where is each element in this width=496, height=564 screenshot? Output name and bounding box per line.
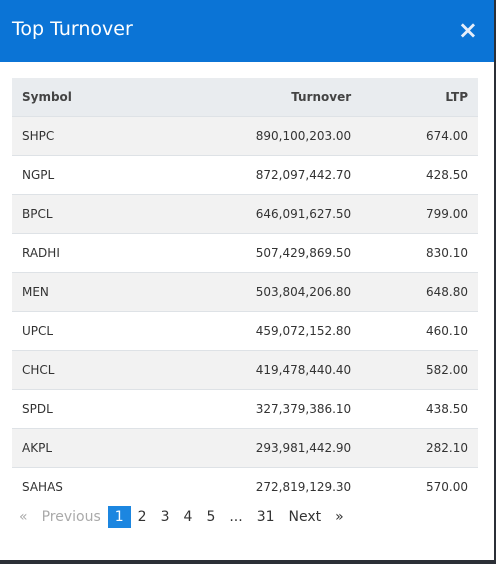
header-row: Symbol Turnover LTP xyxy=(12,78,478,117)
page-link[interactable]: 2 xyxy=(137,509,147,525)
page-link: « xyxy=(19,509,28,525)
page-link[interactable]: 1 xyxy=(107,506,131,528)
table-cell: 890,100,203.00 xyxy=(143,116,362,156)
page-link[interactable]: Next xyxy=(288,509,322,525)
table-cell: CHCL xyxy=(12,350,144,390)
page-link[interactable]: » xyxy=(335,509,344,525)
table-row: BPCL 646,091,627.50 799.00 xyxy=(12,194,478,234)
table-cell: SPDL xyxy=(12,389,144,429)
table-cell: 674.00 xyxy=(361,116,478,156)
table-cell: 799.00 xyxy=(361,194,478,234)
table-cell: 570.00 xyxy=(361,467,478,506)
table-cell: 507,429,869.50 xyxy=(143,233,362,273)
table-cell: NGPL xyxy=(12,155,144,195)
table-cell: 428.50 xyxy=(361,155,478,195)
table-row: RADHI 507,429,869.50 830.10 xyxy=(12,233,478,273)
table-row: SHPC 890,100,203.00 674.00 xyxy=(12,116,478,156)
page-link[interactable]: 4 xyxy=(183,509,193,525)
table-cell: 648.80 xyxy=(361,272,478,312)
table-cell: MEN xyxy=(12,272,144,312)
table-cell: 830.10 xyxy=(361,233,478,273)
table-row: CHCL 419,478,440.40 582.00 xyxy=(12,350,478,390)
table-cell: SAHAS xyxy=(12,467,144,506)
page-link[interactable]: 3 xyxy=(160,509,170,525)
close-button[interactable]: × xyxy=(457,16,478,44)
table-cell: 327,379,386.10 xyxy=(143,389,362,429)
table-cell: 460.10 xyxy=(361,311,478,351)
table-cell: UPCL xyxy=(12,311,144,351)
column-header: LTP xyxy=(361,78,478,117)
table-cell: 419,478,440.40 xyxy=(143,350,362,390)
table-cell: 646,091,627.50 xyxy=(143,194,362,234)
table-cell: RADHI xyxy=(12,233,144,273)
table-cell: 872,097,442.70 xyxy=(143,155,362,195)
modal-header: Top Turnover × xyxy=(0,0,494,62)
column-header: Symbol xyxy=(12,78,144,117)
table-cell: 503,804,206.80 xyxy=(143,272,362,312)
table-row: NGPL 872,097,442.70 428.50 xyxy=(12,155,478,195)
table-row: SAHAS 272,819,129.30 570.00 xyxy=(12,467,478,506)
table-cell: 272,819,129.30 xyxy=(143,467,362,506)
page-link[interactable]: 5 xyxy=(206,509,216,525)
table-cell: AKPL xyxy=(12,428,144,468)
table-row: AKPL 293,981,442.90 282.10 xyxy=(12,428,478,468)
table-cell: BPCL xyxy=(12,194,144,234)
modal-title: Top Turnover xyxy=(12,18,133,40)
table-cell: 282.10 xyxy=(361,428,478,468)
table-cell: 582.00 xyxy=(361,350,478,390)
table-row: UPCL 459,072,152.80 460.10 xyxy=(12,311,478,351)
table-cell: 293,981,442.90 xyxy=(143,428,362,468)
pagination: « Previous 1 2 3 4 5... 31 Next » xyxy=(12,506,351,528)
page-link: Previous xyxy=(41,509,101,525)
page-link[interactable]: ... xyxy=(229,509,243,525)
table-cell: 438.50 xyxy=(361,389,478,429)
page-link[interactable]: 31 xyxy=(256,509,275,525)
table-cell: 459,072,152.80 xyxy=(143,311,362,351)
column-header: Turnover xyxy=(143,78,362,117)
table-row: MEN 503,804,206.80 648.80 xyxy=(12,272,478,312)
turnover-table: Symbol Turnover LTP SHPC 890,100,203.00 674.0… xyxy=(12,78,478,506)
table-cell: SHPC xyxy=(12,116,144,156)
table-row: SPDL 327,379,386.10 438.50 xyxy=(12,389,478,429)
